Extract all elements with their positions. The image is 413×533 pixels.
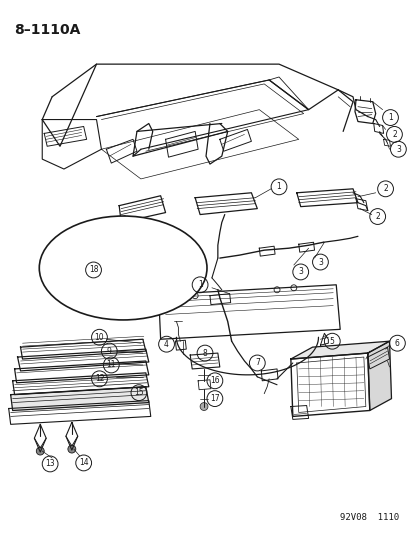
- Circle shape: [68, 445, 76, 453]
- Polygon shape: [290, 341, 389, 359]
- Text: 5: 5: [329, 337, 334, 346]
- Text: 11: 11: [106, 360, 116, 369]
- Text: 3: 3: [317, 257, 322, 266]
- Text: 14: 14: [78, 458, 88, 467]
- Text: 2: 2: [375, 212, 379, 221]
- Text: 16: 16: [209, 376, 219, 385]
- Text: 17: 17: [209, 394, 219, 403]
- Polygon shape: [52, 260, 150, 277]
- Text: 8–1110A: 8–1110A: [14, 22, 81, 37]
- Text: 12: 12: [95, 374, 104, 383]
- Circle shape: [199, 402, 207, 410]
- Text: 13: 13: [45, 459, 55, 469]
- Text: 18: 18: [88, 265, 98, 274]
- Polygon shape: [11, 387, 148, 410]
- Text: 92V08  1110: 92V08 1110: [339, 513, 399, 522]
- Text: 2: 2: [391, 130, 396, 139]
- Text: 3: 3: [395, 145, 400, 154]
- Text: 1: 1: [387, 113, 392, 122]
- Circle shape: [36, 447, 44, 455]
- Text: 15: 15: [134, 388, 143, 397]
- Text: 8: 8: [202, 349, 207, 358]
- Text: 3: 3: [298, 268, 302, 277]
- Text: 9: 9: [107, 346, 112, 356]
- Text: 1: 1: [197, 280, 202, 289]
- Text: 4: 4: [164, 340, 169, 349]
- Polygon shape: [367, 341, 391, 410]
- Text: 10: 10: [95, 333, 104, 342]
- Text: 6: 6: [394, 338, 399, 348]
- Text: 7: 7: [254, 359, 259, 367]
- Text: 1: 1: [276, 182, 281, 191]
- Text: 2: 2: [382, 184, 387, 193]
- Ellipse shape: [39, 216, 206, 320]
